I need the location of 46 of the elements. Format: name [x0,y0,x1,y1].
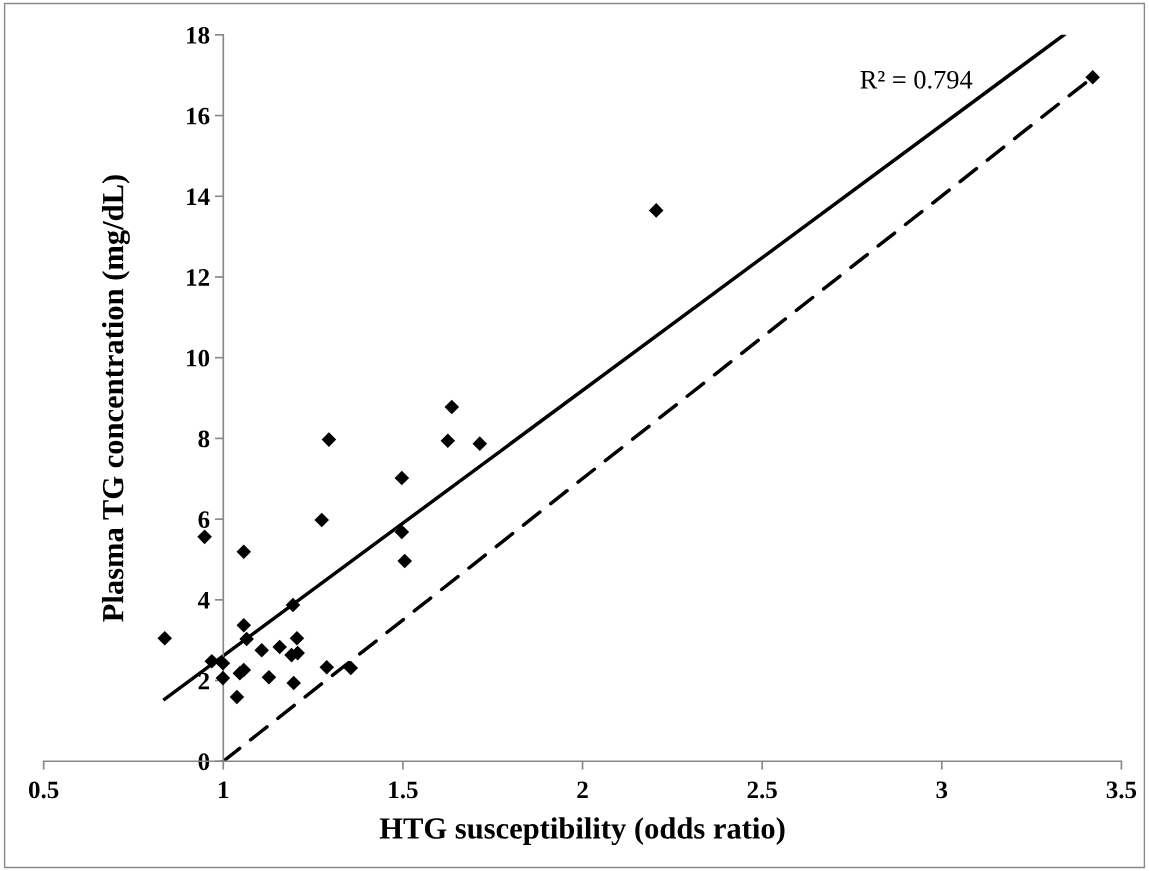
y-tick-label: 18 [187,26,210,44]
x-tick-label: 0.5 [28,781,59,799]
point [286,675,301,691]
y-tick-label: 12 [187,269,210,286]
point [254,642,270,658]
point [236,544,252,560]
point [314,512,330,528]
x-tick-label: 3 [936,781,948,799]
y-tick-label: 6 [198,511,210,529]
point [394,524,410,540]
point [394,470,410,486]
annotation: R² = 0.794 [860,70,973,89]
point [239,631,254,647]
x-tick-label: 1.5 [389,781,418,799]
y-tick-label: 8 [198,430,210,448]
point [285,597,301,613]
y-axis-title: Plasma TG concentration (mg/dL) [101,175,130,622]
point [321,432,337,447]
point [444,399,460,415]
y-tick-label: 10 [187,349,210,367]
y-tick-label: 2 [198,672,210,690]
point [236,617,252,633]
point [440,433,456,449]
point [472,436,488,451]
point [343,660,359,676]
y-tick-label: 4 [197,592,210,609]
point [648,203,664,218]
point [261,670,277,685]
point [229,689,245,705]
point [1085,69,1100,85]
point [215,655,231,671]
x-tick-label: 1 [219,781,229,799]
point [319,659,335,675]
point [215,670,231,686]
y-tick-label: 16 [187,107,210,125]
x-tick-label: 2.5 [747,781,777,799]
x-tick-label: 2 [577,781,588,799]
x-tick-label: 3.5 [1106,781,1137,799]
point [272,639,287,655]
point [236,662,252,678]
x-axis-title: HTG susceptibility (odds ratio) [379,817,785,846]
y-tick-label: 14 [187,188,210,205]
point [289,630,305,646]
point [157,630,173,646]
point [397,553,412,569]
point [197,529,212,545]
